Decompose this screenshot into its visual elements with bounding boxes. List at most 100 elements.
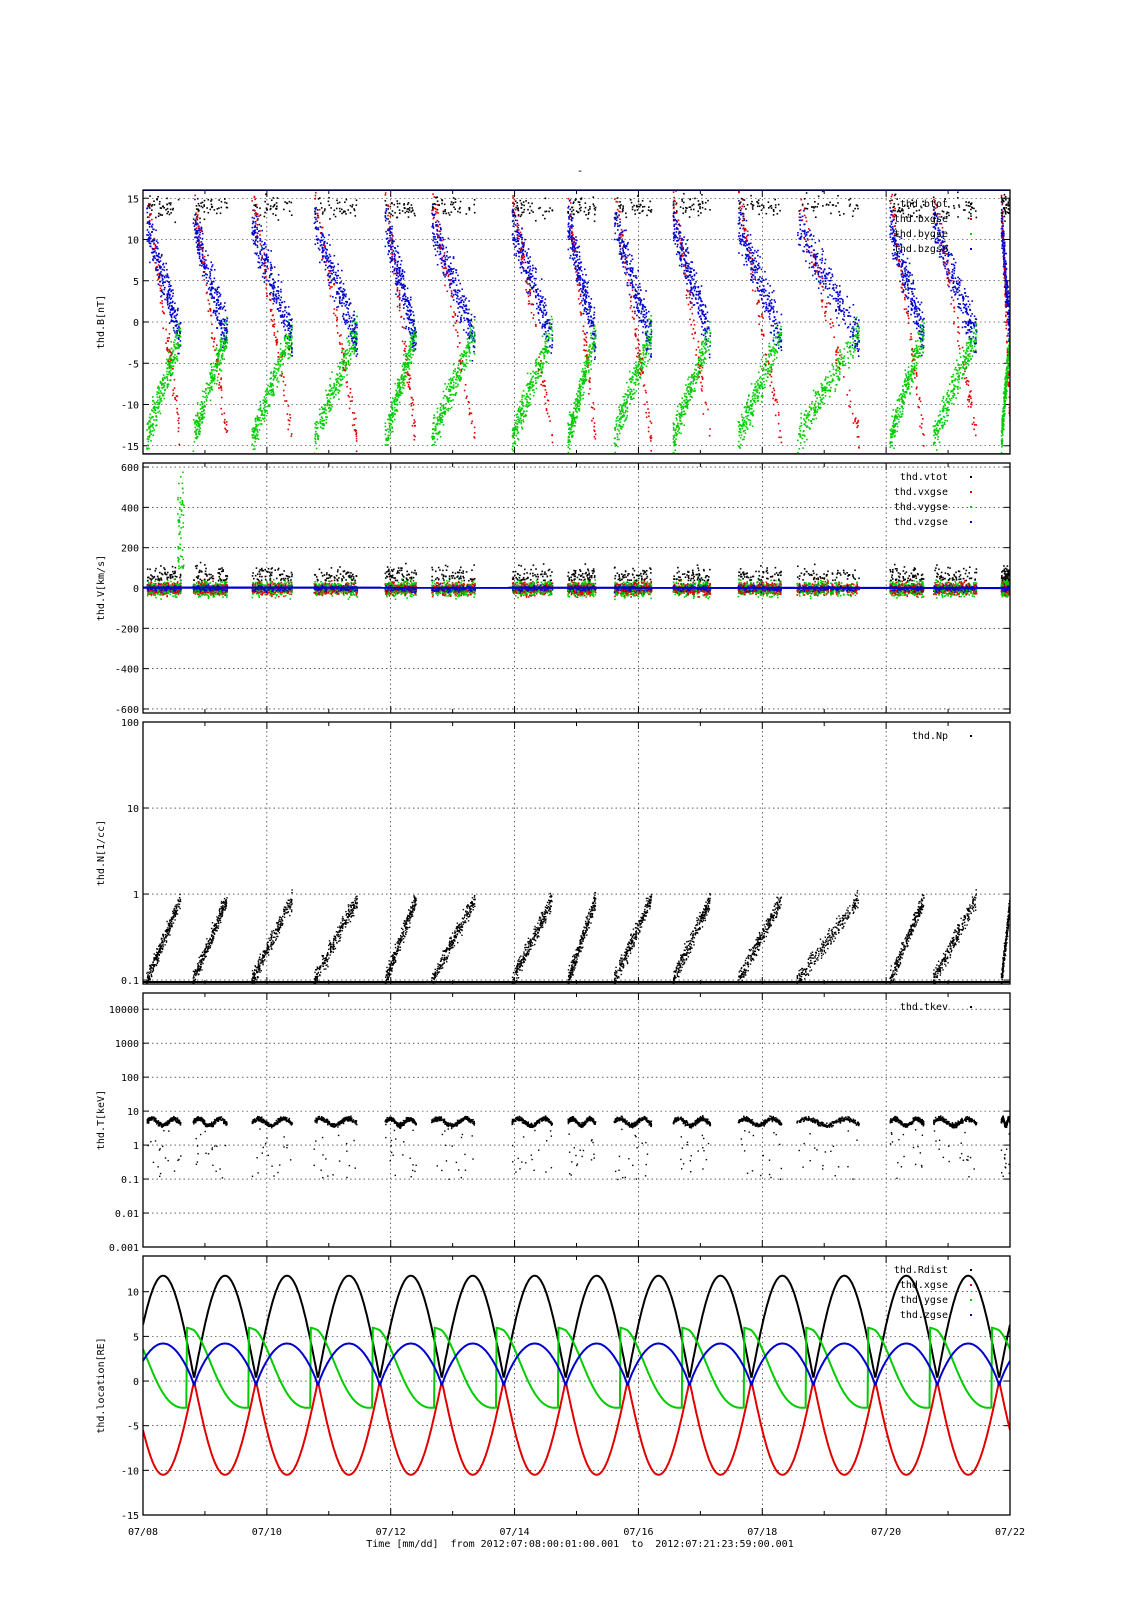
data-point xyxy=(403,364,406,366)
data-point xyxy=(409,298,412,301)
data-point xyxy=(439,257,442,260)
data-point xyxy=(158,200,161,203)
data-point xyxy=(530,276,533,278)
data-point xyxy=(433,207,436,210)
data-point xyxy=(150,433,153,435)
data-point xyxy=(170,320,173,323)
data-point xyxy=(401,378,403,380)
data-point xyxy=(265,287,268,289)
data-point xyxy=(257,255,260,257)
data-point xyxy=(333,300,336,302)
data-point xyxy=(170,359,172,362)
data-point xyxy=(352,348,355,350)
data-point xyxy=(517,420,520,423)
data-point xyxy=(272,295,275,297)
data-point xyxy=(157,215,160,218)
data-point xyxy=(284,339,286,342)
data-point xyxy=(546,340,549,343)
data-point xyxy=(319,226,322,228)
data-point xyxy=(353,314,355,316)
data-point xyxy=(549,323,551,326)
data-point xyxy=(465,359,468,361)
data-point xyxy=(516,234,519,236)
data-point xyxy=(470,329,472,331)
data-point xyxy=(516,426,519,428)
data-point xyxy=(513,236,516,239)
data-point xyxy=(535,376,538,379)
data-point xyxy=(167,291,170,294)
data-point xyxy=(432,214,434,216)
data-point xyxy=(251,434,253,436)
data-point xyxy=(526,401,529,404)
data-point xyxy=(219,308,222,310)
data-point xyxy=(291,355,293,357)
data-point xyxy=(461,360,464,362)
data-point xyxy=(289,325,291,327)
data-point xyxy=(512,184,514,186)
data-point xyxy=(266,387,269,390)
data-point xyxy=(406,372,409,374)
data-point xyxy=(174,309,176,312)
data-point xyxy=(172,292,174,295)
data-point xyxy=(345,314,347,316)
data-point xyxy=(467,332,470,335)
data-point xyxy=(581,283,584,285)
data-point xyxy=(544,325,546,328)
data-point xyxy=(471,334,473,337)
data-point xyxy=(396,391,398,393)
data-point xyxy=(254,438,257,440)
data-point xyxy=(157,386,159,389)
data-point xyxy=(530,209,533,212)
data-point xyxy=(397,275,400,278)
data-point xyxy=(169,208,172,211)
data-point xyxy=(398,393,401,396)
data-point xyxy=(207,280,210,282)
data-point xyxy=(217,304,220,307)
data-point xyxy=(525,281,528,283)
data-point xyxy=(584,302,586,304)
data-point xyxy=(207,393,210,395)
data-point xyxy=(579,387,581,389)
data-point xyxy=(524,415,526,417)
data-B xyxy=(143,184,1010,454)
data-point xyxy=(166,360,169,363)
data-point xyxy=(170,316,173,319)
data-point xyxy=(168,348,171,351)
data-point xyxy=(167,363,170,366)
data-point xyxy=(469,331,471,333)
data-point xyxy=(148,239,150,242)
data-point xyxy=(590,348,593,350)
data-point xyxy=(157,269,159,271)
data-point xyxy=(541,351,543,354)
data-point xyxy=(443,252,446,254)
data-point xyxy=(522,254,525,256)
data-point xyxy=(171,352,174,355)
data-point xyxy=(450,400,452,402)
data-point xyxy=(451,272,454,275)
data-point xyxy=(339,210,341,213)
data-point xyxy=(537,370,540,372)
data-point xyxy=(584,372,586,374)
data-point xyxy=(583,284,585,287)
data-point xyxy=(154,403,157,405)
data-point xyxy=(173,316,176,318)
data-point xyxy=(400,315,403,318)
data-point xyxy=(279,360,282,363)
data-point xyxy=(350,337,353,340)
data-point xyxy=(349,331,352,333)
data-point xyxy=(406,357,409,359)
data-point xyxy=(435,224,437,227)
data-point xyxy=(165,376,168,378)
data-point xyxy=(317,435,320,437)
data-point xyxy=(444,411,447,414)
data-point xyxy=(519,199,522,202)
data-point xyxy=(204,405,206,407)
data-point xyxy=(402,362,405,364)
data-point xyxy=(170,305,173,307)
data-point xyxy=(323,242,325,245)
data-point xyxy=(340,374,342,377)
data-point xyxy=(388,415,391,418)
data-point xyxy=(399,263,402,266)
data-point xyxy=(412,319,415,322)
data-point xyxy=(254,229,256,231)
